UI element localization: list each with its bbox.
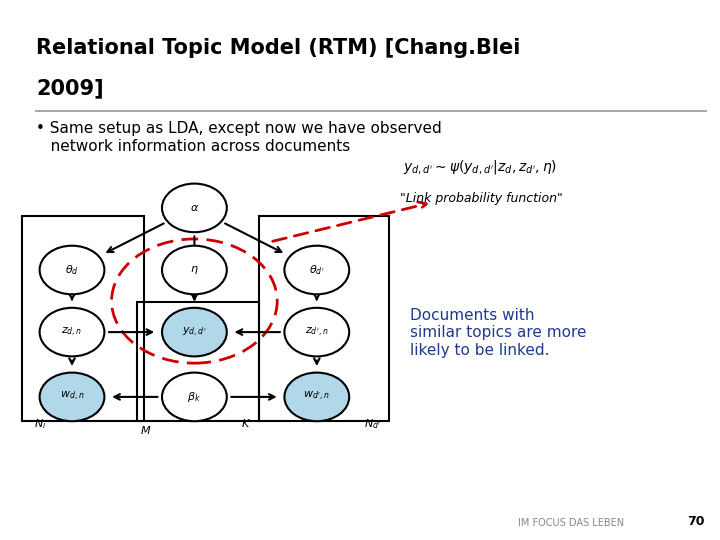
Text: $y_{d,d'}$: $y_{d,d'}$: [182, 326, 207, 339]
Text: IM FOCUS DAS LEBEN: IM FOCUS DAS LEBEN: [518, 518, 624, 528]
Text: $N_{d'}$: $N_{d'}$: [364, 417, 381, 431]
Circle shape: [40, 308, 104, 356]
Text: Documents with
similar topics are more
likely to be linked.: Documents with similar topics are more l…: [410, 308, 587, 357]
Circle shape: [162, 246, 227, 294]
Text: $N_i$: $N_i$: [34, 417, 46, 431]
Text: $\alpha$: $\alpha$: [190, 203, 199, 213]
Circle shape: [40, 373, 104, 421]
Circle shape: [284, 308, 349, 356]
Text: $w_{d',n}$: $w_{d',n}$: [303, 390, 330, 403]
Circle shape: [284, 373, 349, 421]
Text: $y_{d,d'} \sim \psi(y_{d,d'}|z_d,z_{d'},\eta)$: $y_{d,d'} \sim \psi(y_{d,d'}|z_d,z_{d'},…: [403, 158, 557, 176]
Text: 2009]: 2009]: [36, 78, 104, 98]
Text: $z_{d',n}$: $z_{d',n}$: [305, 326, 328, 339]
Circle shape: [284, 246, 349, 294]
Text: $\beta_k$: $\beta_k$: [187, 390, 202, 404]
Text: $w_{d,n}$: $w_{d,n}$: [60, 390, 84, 403]
Text: "Link probability function": "Link probability function": [400, 192, 562, 205]
Text: Relational Topic Model (RTM) [Chang.Blei: Relational Topic Model (RTM) [Chang.Blei: [36, 38, 521, 58]
Text: 70: 70: [688, 515, 705, 528]
Text: $z_{d,n}$: $z_{d,n}$: [61, 326, 83, 339]
Text: $K$: $K$: [241, 417, 251, 429]
Text: $\eta$: $\eta$: [190, 264, 199, 276]
Circle shape: [40, 246, 104, 294]
Text: • Same setup as LDA, except now we have observed
   network information across d: • Same setup as LDA, except now we have …: [36, 122, 442, 154]
Circle shape: [162, 308, 227, 356]
Text: $\theta_d$: $\theta_d$: [65, 263, 79, 277]
Text: $\theta_{d'}$: $\theta_{d'}$: [309, 263, 325, 277]
Circle shape: [162, 373, 227, 421]
Circle shape: [162, 184, 227, 232]
Text: $M$: $M$: [140, 424, 152, 436]
